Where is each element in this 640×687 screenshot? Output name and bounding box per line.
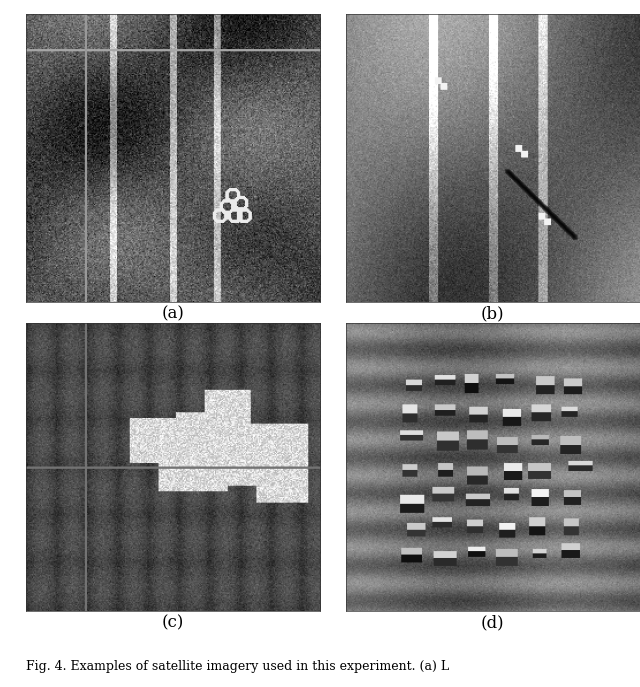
Text: Fig. 4. Examples of satellite imagery used in this experiment. (a) L: Fig. 4. Examples of satellite imagery us…	[26, 660, 449, 673]
Text: (c): (c)	[162, 615, 184, 632]
Text: (d): (d)	[481, 615, 504, 632]
Text: (a): (a)	[161, 306, 184, 323]
Text: (b): (b)	[481, 306, 504, 323]
